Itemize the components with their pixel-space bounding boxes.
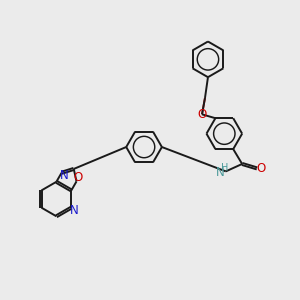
Text: N: N bbox=[60, 169, 68, 182]
Text: O: O bbox=[74, 171, 82, 184]
Text: N: N bbox=[216, 167, 225, 179]
Text: H: H bbox=[220, 163, 228, 173]
Text: N: N bbox=[70, 203, 79, 217]
Text: O: O bbox=[256, 162, 265, 175]
Text: O: O bbox=[197, 108, 207, 121]
